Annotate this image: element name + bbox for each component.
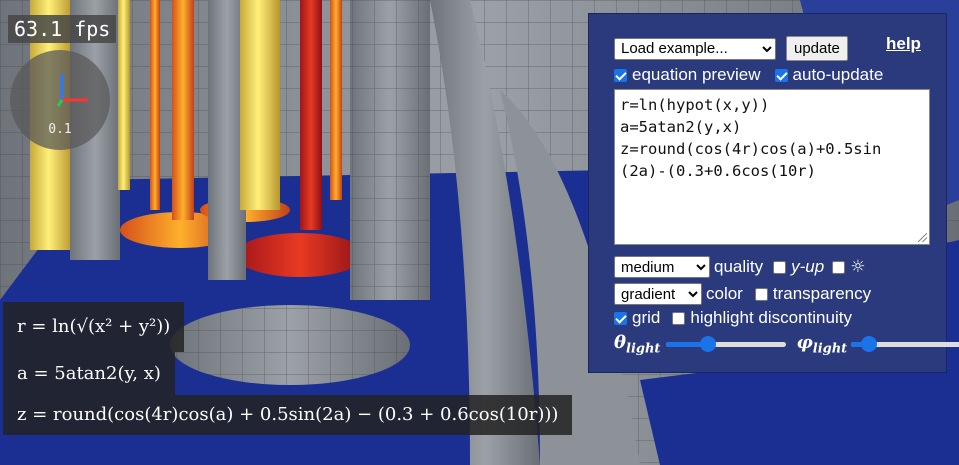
y-up-label: y-up — [791, 257, 825, 276]
gizmo-scale: 0.1 — [48, 122, 72, 137]
sun-icon: ☼ — [850, 257, 866, 277]
math-line-2: a = 5atan2(y, x) — [3, 352, 175, 395]
equation-textarea[interactable]: r=ln(hypot(x,y)) a=5atan2(y,x) z=round(cos… — [614, 89, 930, 245]
equation-line: z=round(cos(4r)cos(a)+0.5sin — [620, 140, 882, 158]
y-up-checkbox[interactable] — [773, 260, 787, 274]
transparency-checkbox[interactable] — [754, 287, 768, 301]
highlight-discontinuity-label: highlight discontinuity — [690, 308, 852, 327]
help-link[interactable]: help — [886, 34, 921, 53]
example-select[interactable]: Load example... — [614, 37, 776, 60]
auto-update-checkbox[interactable] — [774, 68, 788, 82]
resize-handle[interactable] — [918, 233, 927, 242]
fps-counter: 63.1 fps — [8, 15, 117, 43]
equation-preview-checkbox[interactable] — [614, 68, 627, 82]
transparency-label: transparency — [772, 284, 872, 303]
equation-line: a=5atan2(y,x) — [620, 118, 742, 136]
math-line-3: z = round(cos(4r)cos(a) + 0.5sin(2a) − (… — [3, 395, 573, 435]
phi-light-slider[interactable] — [851, 334, 959, 354]
axis-gizmo[interactable]: 0.1 — [10, 50, 110, 150]
axis-gizmo-icon — [56, 74, 88, 107]
equation-preview-label: equation preview — [632, 65, 761, 84]
theta-light-label: θlight — [614, 332, 661, 357]
light-toggle-checkbox[interactable] — [832, 260, 846, 274]
math-line-1: r = ln(√(x² + y²)) — [3, 302, 185, 352]
auto-update-label: auto-update — [792, 65, 884, 84]
control-panel: Load example... update help equation pre… — [588, 13, 959, 373]
equation-line: (2a)-(0.3+0.6cos(10r) — [620, 162, 816, 180]
equation-line: r=ln(hypot(x,y)) — [620, 96, 770, 114]
highlight-discontinuity-checkbox[interactable] — [672, 311, 686, 325]
grid-label: grid — [632, 308, 661, 327]
quality-label: quality — [714, 257, 764, 276]
color-select[interactable]: gradient — [614, 283, 702, 305]
theta-light-slider[interactable] — [666, 334, 787, 354]
color-label: color — [706, 284, 743, 303]
quality-select[interactable]: medium — [614, 256, 710, 278]
update-button[interactable]: update — [786, 36, 848, 61]
phi-light-label: φlight — [796, 332, 848, 357]
grid-checkbox[interactable] — [614, 311, 627, 325]
